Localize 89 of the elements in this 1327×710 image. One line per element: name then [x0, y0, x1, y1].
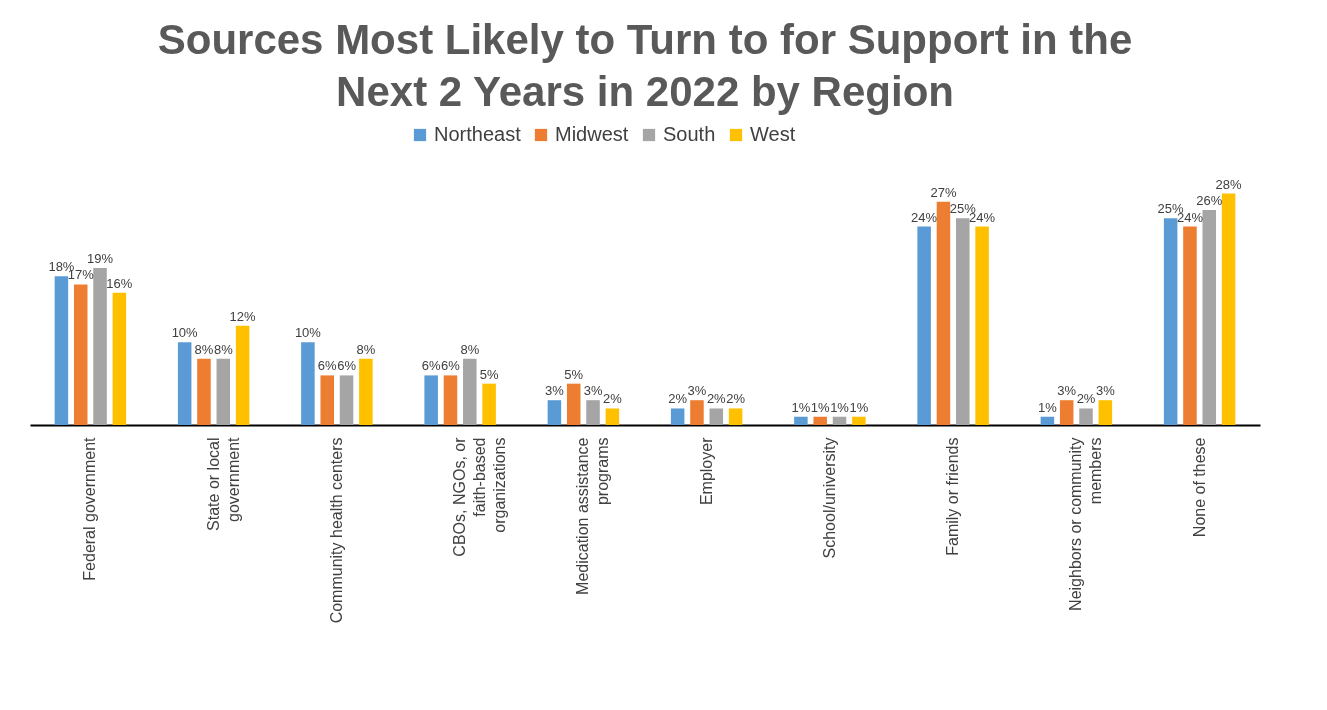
bar: [443, 375, 458, 425]
bar: [605, 408, 620, 425]
x-tick-label: State or local government: [204, 436, 242, 531]
data-label: 6%: [421, 358, 441, 374]
bar: [482, 383, 496, 425]
bar: [54, 276, 69, 425]
data-label: 2%: [706, 391, 727, 407]
x-tick-label: CBOs, NGOs, or faith-based organizations: [451, 436, 509, 557]
bar: [1183, 226, 1197, 425]
legend-label: South: [663, 123, 716, 145]
bar: [709, 408, 724, 425]
x-tick-label: Family or friends: [944, 437, 962, 556]
bar: [975, 226, 989, 425]
x-tick-label: Community health centers: [327, 437, 345, 624]
data-label: 27%: [930, 184, 957, 200]
x-tick-label: Federal government: [81, 436, 99, 581]
x-tick-label: School/university: [820, 437, 838, 559]
bar: [813, 416, 827, 425]
bar: [1163, 218, 1178, 425]
bar: [566, 383, 581, 425]
x-tick-label: Employer: [697, 436, 715, 506]
bar: [852, 416, 866, 425]
bar: [690, 400, 704, 425]
bar: [73, 284, 88, 425]
bar: [1040, 416, 1055, 425]
data-label: 8%: [213, 341, 234, 357]
data-label: 3%: [1095, 383, 1116, 399]
data-label: 6%: [441, 358, 461, 374]
chart-title: Sources Most Likely to Turn to for Support in the Next 2 Years in 2022 by Region: [157, 16, 1133, 115]
bar: [359, 358, 373, 425]
data-label: 10%: [171, 325, 199, 341]
bar: [1059, 400, 1074, 425]
legend-label: West: [750, 123, 796, 145]
data-label: 1%: [791, 399, 811, 415]
data-label: 1%: [1037, 399, 1058, 415]
data-label: 10%: [294, 325, 322, 341]
data-label: 5%: [479, 366, 499, 382]
bar: [301, 342, 315, 425]
data-label: 1%: [810, 399, 831, 415]
data-label: 8%: [194, 341, 214, 357]
data-label: 2%: [1076, 391, 1096, 407]
data-label: 6%: [337, 358, 357, 374]
bar: [1221, 193, 1236, 425]
data-label: 3%: [583, 383, 603, 399]
data-label: 3%: [545, 383, 565, 399]
data-label: 2%: [726, 391, 746, 407]
x-tick-label: Neighbors or community members: [1067, 437, 1105, 611]
data-label: 3%: [687, 383, 707, 399]
bar: [320, 375, 334, 425]
data-label: 6%: [317, 358, 338, 374]
bar: [1079, 408, 1093, 425]
legend-label: Midwest: [555, 123, 629, 145]
data-label: 1%: [830, 399, 850, 415]
x-tick-label: Medication assistance programs: [574, 437, 612, 595]
data-label: 5%: [564, 366, 584, 382]
data-label: 8%: [460, 341, 480, 357]
data-label: 28%: [1215, 176, 1243, 192]
bar: [424, 375, 438, 425]
bar: [670, 408, 685, 425]
data-label: 26%: [1196, 193, 1223, 209]
data-label: 19%: [87, 250, 114, 266]
x-tick-label: None of these: [1190, 437, 1208, 538]
bar: [586, 400, 600, 425]
bar: [1202, 210, 1217, 425]
data-label: 8%: [356, 341, 376, 357]
data-label: 16%: [106, 275, 133, 291]
bar: [177, 342, 192, 425]
bar: [112, 292, 127, 425]
bar: [547, 400, 562, 425]
bar: [235, 325, 250, 425]
data-label: 2%: [602, 391, 623, 407]
bar: [917, 226, 931, 425]
bar: [93, 267, 107, 425]
data-label: 2%: [668, 391, 688, 407]
data-label: 24%: [911, 209, 938, 225]
data-label: 12%: [229, 308, 257, 324]
bar: [1098, 400, 1113, 425]
bar: [728, 408, 743, 425]
bar: [832, 416, 847, 425]
legend-label: Northeast: [434, 123, 522, 145]
bar: [197, 358, 211, 425]
data-label: 3%: [1057, 383, 1077, 399]
bar: [216, 358, 231, 425]
bar: [956, 218, 970, 425]
bar: [936, 201, 951, 425]
bar: [794, 416, 808, 425]
bar: [339, 375, 354, 425]
data-label: 1%: [849, 399, 869, 415]
bar: [463, 358, 477, 425]
